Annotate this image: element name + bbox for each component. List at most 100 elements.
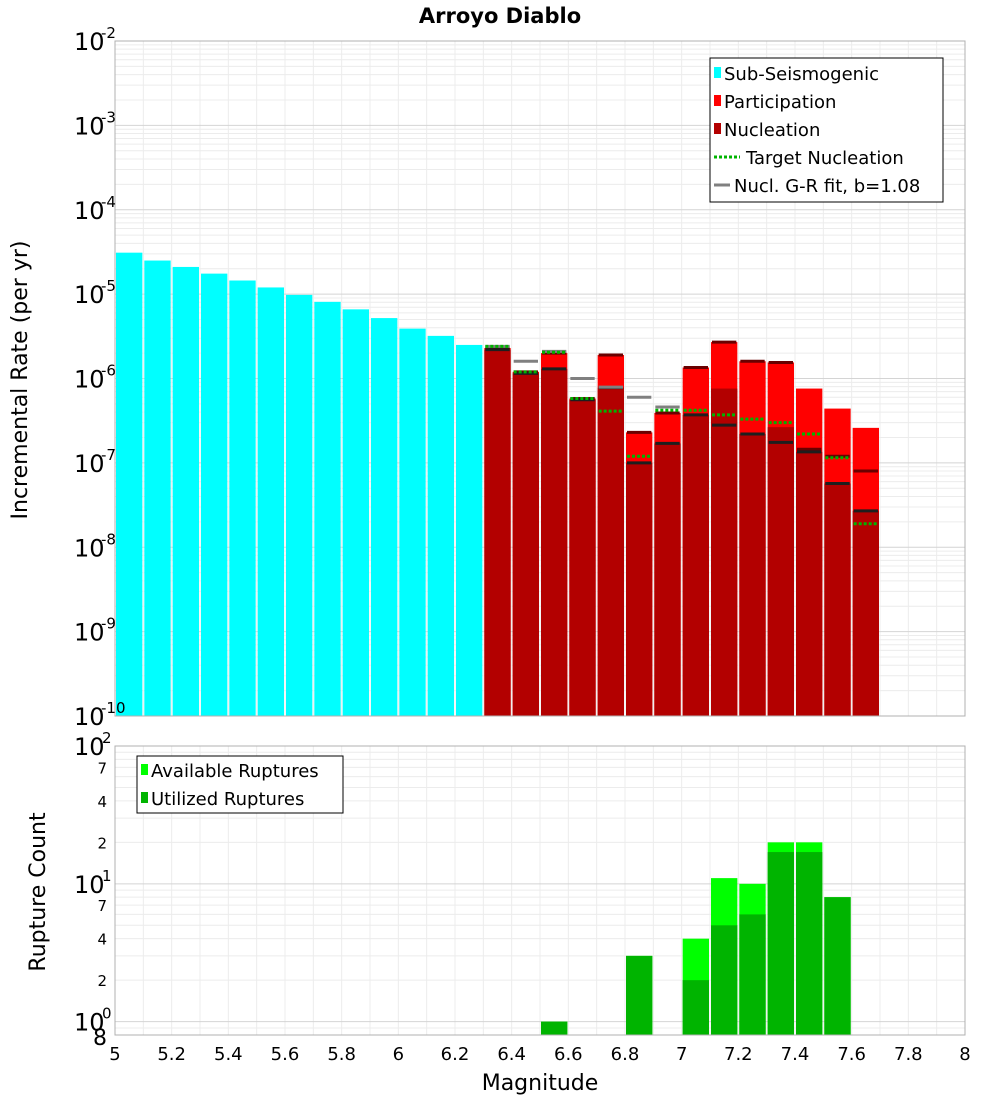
x-tick-label: 5.6: [271, 1044, 300, 1065]
nucleation-bar: [541, 368, 568, 716]
top-y-tick: 10-7: [74, 446, 116, 478]
utilized-ruptures-bar: [626, 955, 653, 1035]
top-y-tick-exp: -3: [101, 108, 116, 126]
top-y-tick-exp: -9: [101, 615, 116, 633]
legend-swatch-utilized: [141, 792, 148, 803]
bottom-bars: [541, 842, 851, 1035]
sub-seismogenic-bar: [144, 260, 171, 716]
x-tick-label: 5: [109, 1044, 120, 1065]
utilized-ruptures-bar: [711, 925, 738, 1035]
sub-seismogenic-bar: [342, 309, 369, 716]
utilized-ruptures-bar: [541, 1021, 568, 1035]
x-tick-label: 5.8: [327, 1044, 356, 1065]
sub-seismogenic-bar: [456, 344, 483, 716]
sub-seismogenic-bar: [314, 301, 341, 716]
bottom-y-tick-exp: 0: [102, 1005, 112, 1023]
utilized-ruptures-bar: [767, 852, 794, 1035]
x-tick-label: 8: [959, 1044, 970, 1065]
top-y-tick-exp: -7: [101, 446, 116, 464]
bottom-y-tick-base: 10: [74, 871, 105, 899]
sub-seismogenic-bar: [172, 266, 199, 716]
nucleation-bar: [739, 433, 766, 716]
chart-title: Arroyo Diablo: [419, 4, 581, 28]
legend-label-target-nucleation: Target Nucleation: [745, 148, 904, 169]
sub-seismogenic-bar: [229, 280, 256, 716]
legend-swatch-available: [141, 764, 148, 775]
bottom-plot-border: [114, 745, 966, 1036]
legend-label-gr-fit: Nucl. G-R fit, b=1.08: [734, 176, 920, 197]
bottom-y-tick-minor: 7: [97, 897, 107, 915]
nucleation-bar: [682, 414, 709, 716]
legend-swatch-nucleation: [714, 123, 721, 134]
bottom-grid: [114, 746, 966, 1036]
legend-label-sub-seismogenic: Sub-Seismogenic: [724, 64, 879, 85]
bottom-y-tick: 101: [74, 867, 112, 899]
x-tick-labels: 5 5.2 5.4 5.6 5.8 6 6.2 6.4 6.6 6.8 7 7.2 7.4 7.6 7.8 8: [109, 1044, 970, 1065]
sub-seismogenic-bar: [427, 335, 454, 716]
top-y-tick-base: 10: [74, 703, 105, 731]
x-tick-label: 7.8: [894, 1044, 923, 1065]
nucleation-bar: [824, 483, 851, 716]
bottom-y-tick-base: 10: [74, 1009, 105, 1037]
bottom-y-tick-exp: 1: [102, 867, 112, 885]
x-tick-label: 6.6: [554, 1044, 583, 1065]
top-y-tick-exp: -8: [101, 530, 116, 548]
top-y-tick: 10-10: [74, 699, 126, 731]
top-y-tick-exp: -10: [101, 699, 126, 717]
legend-label-available: Available Ruptures: [151, 761, 319, 782]
legend-label-participation: Participation: [724, 92, 836, 113]
top-y-tick-base: 10: [74, 281, 105, 309]
top-marks: [485, 340, 878, 526]
bottom-legend: Available Ruptures Utilized Ruptures: [136, 755, 344, 814]
x-tick-label: 7: [676, 1044, 687, 1065]
top-y-tick-base: 10: [74, 534, 105, 562]
top-y-tick-exp: -2: [101, 24, 116, 42]
sub-seismogenic-bar: [116, 252, 143, 716]
top-y-tick: 10-9: [74, 615, 116, 647]
x-tick-label: 5.2: [157, 1044, 186, 1065]
bottom-y-tick-minor: 7: [97, 759, 107, 777]
nucleation-bar: [626, 462, 653, 716]
legend-label-nucleation: Nucleation: [724, 120, 820, 141]
bottom-y-tick-minor: 8: [93, 1026, 107, 1051]
bottom-y-tick-base: 10: [74, 733, 105, 761]
top-y-tick: 10-6: [74, 362, 116, 394]
x-tick-label: 6: [393, 1044, 404, 1065]
top-y-tick: 10-4: [74, 193, 116, 225]
x-tick-label: 7.6: [837, 1044, 866, 1065]
top-y-tick-exp: -6: [101, 362, 116, 380]
top-bars: [116, 252, 879, 716]
legend-label-utilized: Utilized Ruptures: [151, 789, 304, 810]
top-y-tick-base: 10: [74, 450, 105, 478]
x-axis-label: Magnitude: [482, 1071, 599, 1096]
top-y-tick-base: 10: [74, 112, 105, 140]
nucleation-bar: [597, 387, 624, 716]
bottom-y-tick-minor: 4: [97, 931, 107, 949]
nucleation-bar: [654, 443, 681, 716]
x-tick-label: 7.2: [724, 1044, 753, 1065]
bottom-legend-box: [136, 755, 344, 814]
top-y-tick: 10-8: [74, 530, 116, 562]
sub-seismogenic-bar: [399, 328, 426, 716]
utilized-ruptures-bar: [682, 980, 709, 1035]
top-y-axis-label: Incremental Rate (per yr): [8, 241, 33, 520]
top-legend: Sub-Seismogenic Participation Nucleation…: [709, 57, 944, 203]
x-tick-label: 7.4: [781, 1044, 810, 1065]
utilized-ruptures-bar: [739, 914, 766, 1035]
nucleation-bar: [484, 349, 511, 716]
top-y-tick: 10-3: [74, 108, 116, 140]
x-tick-label: 6.4: [497, 1044, 526, 1065]
top-plot-border: [114, 40, 966, 717]
top-y-tick: 10-5: [74, 277, 116, 309]
sub-seismogenic-bar: [257, 287, 284, 716]
top-y-tick-base: 10: [74, 28, 105, 56]
top-y-tick-base: 10: [74, 366, 105, 394]
x-tick-label: 6.8: [611, 1044, 640, 1065]
nucleation-bar: [796, 451, 823, 716]
legend-swatch-sub-seismogenic: [714, 67, 721, 78]
sub-seismogenic-bar: [286, 294, 313, 716]
x-tick-label: 6.2: [441, 1044, 470, 1065]
top-legend-box: [709, 57, 944, 203]
